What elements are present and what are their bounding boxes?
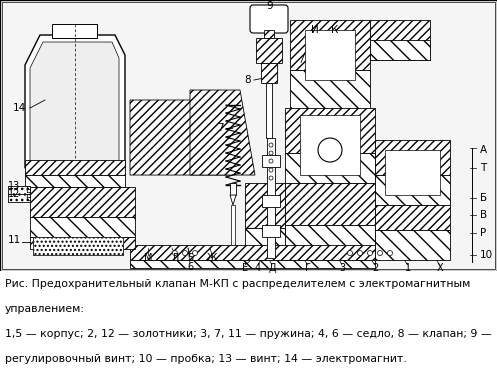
Text: управлением:: управлением: [5, 304, 85, 314]
Bar [370, 20, 430, 60]
Text: Рис. Предохранительный клапан М-КП с распределителем с электромагнитным: Рис. Предохранительный клапан М-КП с рас… [5, 279, 470, 289]
Circle shape [367, 250, 372, 255]
Text: 3: 3 [339, 263, 345, 273]
Text: 13: 13 [8, 181, 20, 191]
Bar [8, 186, 30, 194]
Text: 2: 2 [372, 263, 378, 273]
Bar [30, 187, 135, 217]
Text: Г: Г [305, 263, 311, 273]
Bar [285, 225, 375, 255]
Bar [245, 228, 285, 256]
Text: 10: 10 [480, 250, 493, 260]
Text: 7: 7 [217, 123, 223, 133]
Text: 1,5 — корпус; 2, 12 — золотники; 3, 7, 11 — пружина; 4, 6 — седло, 8 — клапан; 9: 1,5 — корпус; 2, 12 — золотники; 3, 7, 1… [5, 329, 492, 339]
Bar [266, 83, 272, 138]
Text: 1: 1 [405, 263, 411, 273]
Bar [130, 260, 375, 268]
Circle shape [269, 151, 273, 155]
Circle shape [357, 250, 362, 255]
Bar [8, 186, 30, 194]
Text: 6: 6 [187, 262, 193, 272]
Circle shape [378, 250, 383, 255]
Text: 12: 12 [8, 189, 20, 199]
Text: И: И [311, 25, 319, 35]
Bar [285, 183, 375, 225]
Polygon shape [25, 35, 125, 168]
Text: 14: 14 [13, 103, 26, 113]
Bar [230, 183, 236, 195]
Polygon shape [190, 90, 255, 175]
Text: Т: Т [480, 163, 486, 173]
Bar [8, 194, 30, 202]
Circle shape [182, 250, 187, 255]
Polygon shape [230, 195, 236, 205]
Text: В: В [480, 210, 487, 220]
Bar [267, 138, 275, 258]
Text: Е: Е [25, 186, 31, 195]
Bar [245, 183, 285, 228]
Bar [264, 30, 274, 38]
Text: Л: Л [171, 253, 178, 263]
Text: 11: 11 [8, 235, 21, 245]
Bar [30, 217, 135, 237]
Circle shape [269, 143, 273, 147]
Bar [285, 108, 375, 153]
Text: 4: 4 [255, 263, 261, 273]
Text: регулировочный винт; 10 — пробка; 13 — винт; 14 — электромагнит.: регулировочный винт; 10 — пробка; 13 — в… [5, 354, 407, 364]
Text: Ж: Ж [207, 253, 217, 263]
Bar [300, 115, 360, 175]
FancyBboxPatch shape [250, 5, 288, 33]
Bar [262, 225, 280, 237]
Bar [33, 237, 123, 255]
Bar [231, 205, 235, 245]
Bar [25, 160, 125, 175]
Circle shape [192, 250, 197, 255]
Text: К: К [331, 25, 338, 35]
Bar [375, 230, 450, 260]
Bar [370, 40, 430, 60]
Text: Е: Е [25, 193, 31, 202]
Circle shape [172, 250, 177, 255]
Bar [285, 153, 375, 183]
Circle shape [388, 250, 393, 255]
Text: Д: Д [268, 263, 276, 273]
Circle shape [347, 250, 352, 255]
Text: М: М [144, 253, 152, 263]
Bar [375, 175, 450, 205]
Text: А: А [480, 145, 487, 155]
Bar [305, 30, 355, 80]
Bar [25, 175, 125, 187]
Text: 8: 8 [245, 75, 251, 85]
Text: Х: Х [437, 263, 443, 273]
Bar [52, 24, 97, 38]
Text: 9: 9 [267, 1, 273, 11]
Bar [30, 237, 135, 249]
Bar [375, 140, 450, 175]
Text: Б: Б [480, 193, 487, 203]
Bar [33, 237, 123, 255]
Text: Р: Р [480, 228, 486, 238]
Text: Е: Е [242, 263, 248, 273]
Polygon shape [130, 100, 230, 175]
Bar [261, 63, 277, 83]
Circle shape [269, 168, 273, 172]
Bar [130, 245, 375, 260]
Bar [375, 205, 450, 230]
Bar [385, 150, 440, 195]
Bar [262, 195, 280, 207]
Circle shape [269, 176, 273, 180]
Circle shape [269, 159, 273, 163]
Bar [256, 38, 282, 63]
Circle shape [318, 138, 342, 162]
Bar [290, 70, 370, 110]
Bar [262, 155, 280, 167]
Polygon shape [30, 42, 119, 163]
Bar [8, 194, 30, 202]
Text: 5: 5 [187, 253, 193, 263]
Bar [290, 20, 370, 70]
